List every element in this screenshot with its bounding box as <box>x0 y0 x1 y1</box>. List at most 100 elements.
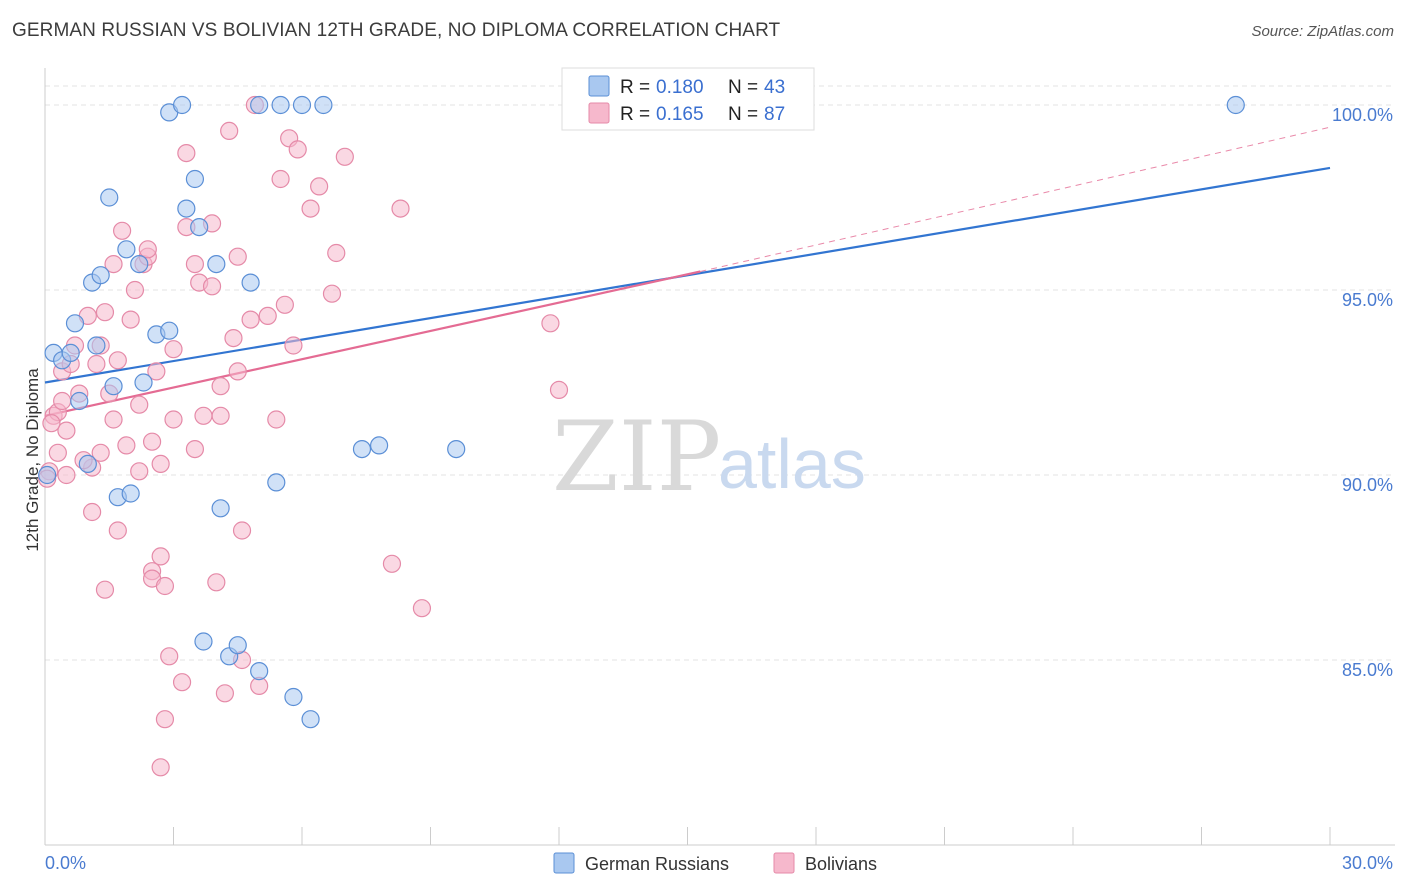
point-german-russians <box>314 95 333 115</box>
point-german-russians <box>352 440 372 459</box>
y-tick-label: 100.0% <box>1332 105 1393 125</box>
point-bolivians <box>108 521 127 540</box>
point-bolivians <box>57 465 76 485</box>
point-bolivians <box>241 310 260 329</box>
point-bolivians <box>220 121 239 140</box>
point-bolivians <box>48 443 67 462</box>
point-german-russians <box>267 473 286 492</box>
point-german-russians <box>38 465 57 485</box>
point-bolivians <box>335 147 354 166</box>
legend-swatch-bolivians <box>588 102 610 124</box>
point-german-russians <box>78 454 97 473</box>
watermark-zip: ZIP <box>552 401 721 513</box>
gridlines <box>45 85 1395 661</box>
point-german-russians <box>61 343 80 362</box>
point-german-russians <box>177 199 196 218</box>
point-bolivians <box>130 462 149 481</box>
point-bolivians <box>327 243 346 263</box>
x-tick-label-max: 30.0% <box>1342 853 1393 873</box>
point-bolivians <box>310 177 329 196</box>
point-bolivians <box>267 410 286 429</box>
point-bolivians <box>541 314 560 333</box>
point-german-russians <box>211 499 230 518</box>
point-bolivians <box>151 758 170 777</box>
point-german-russians <box>130 255 149 274</box>
point-bolivians <box>172 673 192 692</box>
point-bolivians <box>288 140 307 159</box>
point-bolivians <box>112 221 132 240</box>
y-axis-label: 12th Grade, No Diploma <box>23 368 42 552</box>
point-bolivians <box>224 329 243 348</box>
y-tick-label: 85.0% <box>1342 660 1393 680</box>
point-bolivians <box>412 599 432 618</box>
point-bolivians <box>95 580 115 599</box>
correlation-legend: R = 0.180 N = 43 R = 0.165 N = 87 <box>561 67 815 131</box>
legend-r-label-bolivians: R = <box>620 104 650 125</box>
point-bolivians <box>155 710 175 729</box>
point-bolivians <box>185 255 205 274</box>
point-bolivians <box>271 169 290 189</box>
bottom-legend-swatch-german-russians <box>553 852 575 874</box>
tick-labels: 85.0% 90.0% 95.0% 100.0% 0.0% 30.0% <box>45 105 1393 873</box>
series-legend: German Russians Bolivians <box>553 852 877 874</box>
point-german-russians <box>370 436 389 455</box>
source-label: Source: ZipAtlas.com <box>1251 23 1394 40</box>
point-german-russians <box>1226 95 1245 115</box>
point-bolivians <box>228 362 247 381</box>
watermark: ZIP atlas <box>552 401 866 513</box>
legend-n-value-bolivians: 87 <box>764 104 785 125</box>
point-bolivians <box>382 554 402 573</box>
legend-n-label-bolivians: N = <box>728 104 758 125</box>
point-bolivians <box>57 421 76 440</box>
point-bolivians <box>258 306 277 325</box>
point-bolivians <box>202 277 222 296</box>
point-bolivians <box>211 377 230 396</box>
legend-n-label-german-russians: N = <box>728 77 758 98</box>
point-bolivians <box>215 684 234 703</box>
point-bolivians <box>53 391 72 411</box>
point-german-russians <box>207 255 226 274</box>
point-german-russians <box>172 95 192 115</box>
bottom-legend-swatch-bolivians <box>773 852 795 874</box>
point-german-russians <box>301 710 320 729</box>
point-bolivians <box>83 502 102 522</box>
point-bolivians <box>138 240 157 259</box>
point-german-russians <box>160 321 179 340</box>
bottom-legend-label-bolivians: Bolivians <box>805 854 877 874</box>
point-bolivians <box>164 340 183 359</box>
watermark-atlas: atlas <box>718 425 866 503</box>
point-german-russians <box>271 95 290 115</box>
point-german-russians <box>70 391 89 411</box>
legend-r-label-german-russians: R = <box>620 77 650 98</box>
point-german-russians <box>447 440 466 459</box>
point-bolivians <box>104 255 123 274</box>
axes <box>44 68 1395 846</box>
point-bolivians <box>194 406 213 425</box>
point-bolivians <box>322 284 342 303</box>
trend-line-bolivians <box>44 270 701 417</box>
point-bolivians <box>155 576 175 596</box>
point-german-russians <box>194 632 213 651</box>
point-bolivians <box>130 395 149 414</box>
point-german-russians <box>241 273 260 292</box>
point-bolivians <box>228 247 247 266</box>
chart-title: GERMAN RUSSIAN VS BOLIVIAN 12TH GRADE, N… <box>12 20 781 41</box>
point-bolivians <box>91 443 110 462</box>
point-german-russians <box>100 188 119 207</box>
point-german-russians <box>121 484 140 503</box>
point-bolivians <box>104 410 123 429</box>
point-bolivians <box>151 454 170 473</box>
point-bolivians <box>117 436 136 455</box>
point-bolivians <box>142 432 162 451</box>
x-tick-label-min: 0.0% <box>45 853 86 873</box>
point-bolivians <box>95 303 115 322</box>
point-german-russians <box>190 218 209 237</box>
point-bolivians <box>211 406 230 425</box>
point-german-russians <box>250 661 269 681</box>
point-german-russians <box>284 687 303 707</box>
point-german-russians <box>250 95 269 115</box>
point-bolivians <box>232 521 252 540</box>
point-bolivians <box>275 295 294 314</box>
point-german-russians <box>104 377 123 396</box>
trend-lines <box>44 126 1331 417</box>
